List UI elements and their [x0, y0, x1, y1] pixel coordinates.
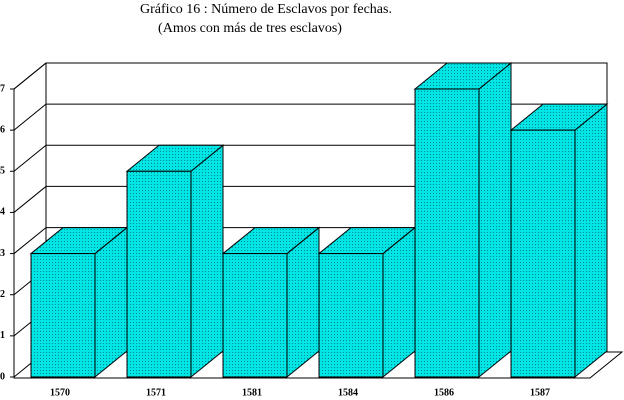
y-tick-label: 3: [0, 248, 5, 259]
bar: [222, 253, 288, 378]
bar-side: [478, 61, 512, 379]
y-tick-label: 5: [0, 166, 5, 177]
x-tick-label: 1584: [338, 387, 358, 398]
y-tick-label: 4: [0, 207, 5, 218]
chart-subtitle: (Amos con más de tres esclavos): [158, 21, 342, 36]
bar-side: [574, 103, 608, 379]
bar: [318, 253, 384, 378]
x-tick-label: 1587: [530, 387, 550, 398]
x-tick-label: 1570: [50, 387, 70, 398]
y-tick-label: 7: [0, 83, 5, 94]
bar: [510, 129, 576, 378]
y-tick-label: 2: [0, 289, 5, 300]
y-tick-label: 6: [0, 124, 5, 135]
bar: [126, 170, 192, 378]
chart-title: Gráfico 16 : Número de Esclavos por fech…: [140, 2, 392, 17]
y-tick-label: 1: [0, 330, 5, 341]
bar: [30, 253, 96, 378]
bar-side: [190, 144, 224, 379]
grid-line: [13, 62, 607, 90]
x-tick-label: 1586: [434, 387, 454, 398]
bar: [414, 88, 480, 378]
x-tick-label: 1571: [146, 387, 166, 398]
x-tick-label: 1581: [242, 387, 262, 398]
y-tick-label: 0: [0, 371, 5, 382]
